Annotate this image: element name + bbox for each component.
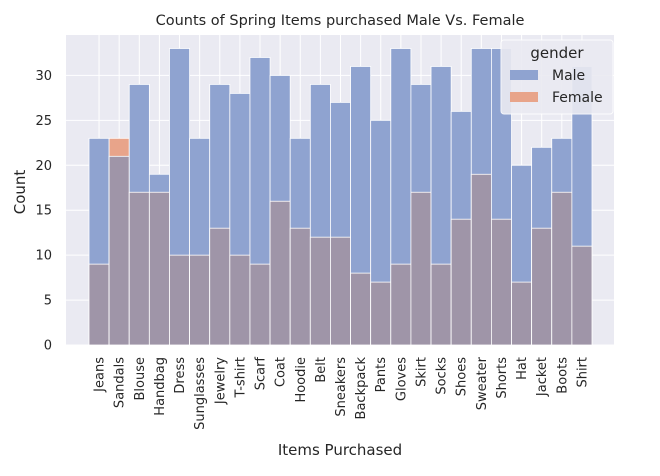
bar-female	[430, 263, 452, 346]
bar-female	[450, 218, 472, 346]
y-tick-label: 0	[44, 339, 52, 354]
legend-label-female: Female	[552, 90, 603, 106]
bar-female	[330, 236, 351, 346]
x-tick-label: Scarf	[254, 357, 269, 391]
y-tick-label: 20	[35, 159, 52, 174]
x-tick-label: Pants	[374, 357, 389, 393]
bar-female	[269, 200, 291, 346]
bar-female	[209, 227, 231, 346]
bar-female	[229, 254, 251, 346]
y-tick-label: 10	[35, 249, 52, 264]
x-tick-label: Dress	[173, 357, 188, 394]
bar-female	[148, 191, 170, 346]
x-tick-label: Sandals	[113, 357, 128, 408]
y-tick-label: 30	[35, 69, 52, 84]
bar-female	[511, 281, 533, 346]
x-ticks: Jeans Sandals Blouse Handbag Dress Sunglasses…	[93, 356, 591, 430]
x-tick-label: Hat	[515, 357, 530, 380]
x-tick-label: Jacket	[535, 357, 550, 397]
y-tick-label: 15	[35, 204, 52, 219]
y-ticks: 0 5 10 15 20 25 30	[35, 69, 52, 354]
y-tick-label: 25	[35, 114, 52, 129]
x-tick-label: Shirt	[575, 357, 590, 388]
bar-female	[309, 236, 331, 346]
x-tick-label: Sneakers	[334, 357, 349, 417]
bar-female	[390, 263, 412, 346]
bar-female	[531, 227, 553, 346]
x-tick-label: Sunglasses	[193, 357, 208, 430]
bars	[88, 48, 593, 346]
bar-female	[470, 173, 492, 346]
x-tick-label: Boots	[555, 357, 570, 394]
y-axis-label: Count	[11, 170, 29, 215]
legend-swatch-male	[510, 70, 538, 80]
bar-overlap	[108, 155, 130, 346]
legend-swatch-female	[510, 92, 538, 102]
x-tick-label: Blouse	[133, 357, 148, 401]
y-tick-label: 5	[44, 294, 52, 309]
x-tick-label: Hoodie	[294, 357, 309, 403]
bar-female	[490, 218, 512, 346]
bar-female	[249, 263, 271, 346]
legend-title: gender	[530, 44, 584, 62]
bar-female	[289, 227, 311, 346]
bar-female	[169, 254, 190, 346]
bar-female	[410, 191, 432, 346]
bar-female	[128, 191, 150, 346]
x-tick-label: Jeans	[93, 357, 108, 393]
x-tick-label: Shoes	[455, 357, 470, 396]
x-tick-label: Sweater	[475, 356, 490, 410]
x-tick-label: Gloves	[394, 357, 409, 401]
x-tick-label: Shorts	[495, 357, 510, 399]
x-tick-label: Belt	[314, 357, 329, 383]
chart-title: Counts of Spring Items purchased Male Vs…	[156, 13, 525, 29]
bar-female	[370, 281, 392, 346]
legend: gender Male Female	[500, 39, 614, 115]
bar-female	[350, 272, 372, 346]
x-tick-label: Skirt	[414, 357, 429, 387]
x-tick-label: Jewelry	[213, 357, 228, 405]
bar-female	[551, 191, 573, 346]
legend-label-male: Male	[552, 68, 585, 84]
bar-female	[571, 245, 593, 346]
bar-female	[189, 254, 211, 346]
x-tick-label: Handbag	[153, 357, 168, 416]
x-tick-label: T-shirt	[233, 357, 248, 399]
x-tick-label: Backpack	[354, 357, 369, 420]
x-tick-label: Coat	[274, 357, 289, 387]
x-tick-label: Socks	[435, 357, 450, 395]
bar-female	[88, 263, 110, 346]
x-axis-label: Items Purchased	[278, 441, 402, 459]
